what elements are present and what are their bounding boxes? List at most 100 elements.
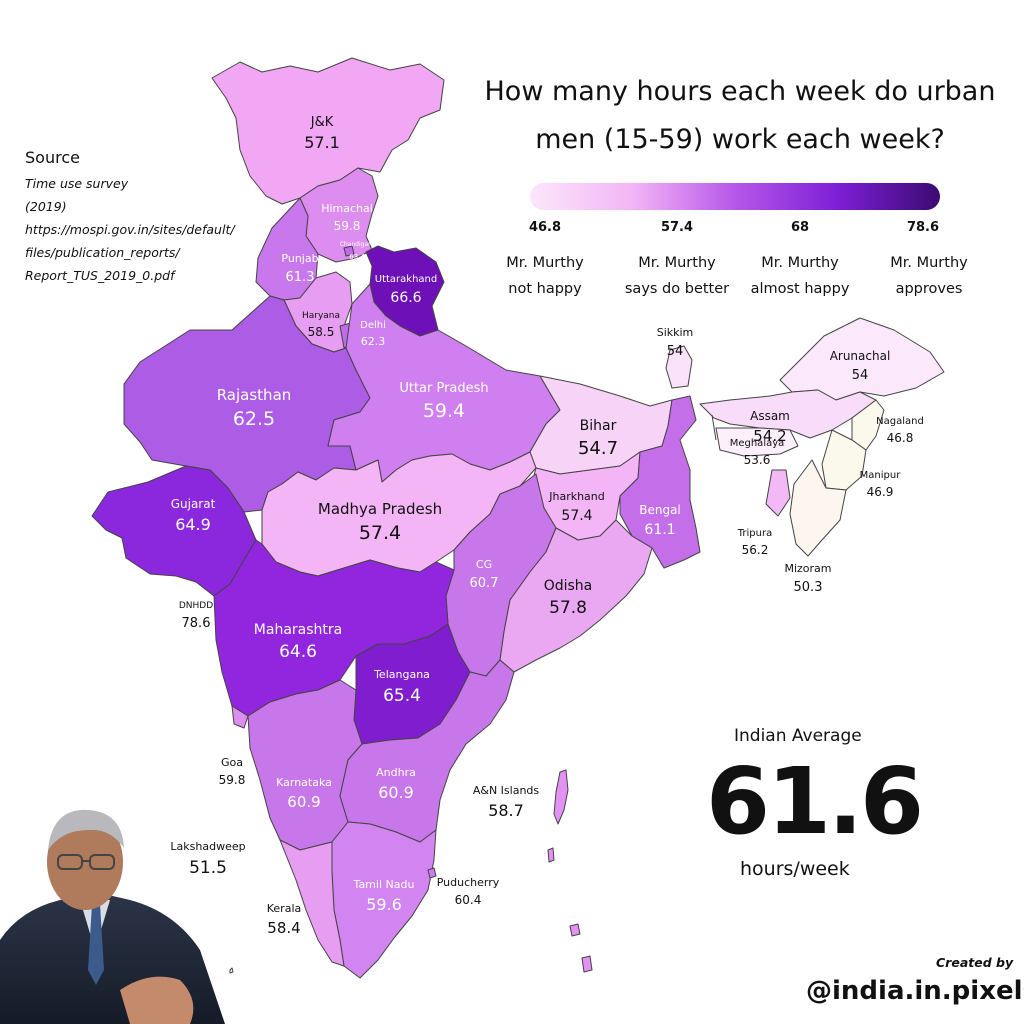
region-name-label: Delhi (360, 320, 386, 331)
region-value-label: 59.8 (219, 773, 246, 787)
region-puducherry[interactable] (427, 867, 437, 879)
source-line: Time use survey (25, 176, 129, 191)
region-name-label: Maharashtra (254, 622, 342, 638)
source-link[interactable]: files/publication_reports/ (25, 245, 180, 260)
title-line-2: men (15-59) work each week? (535, 124, 945, 155)
region-value-label: 62.3 (361, 335, 386, 348)
legend-label-line: almost happy (750, 281, 850, 297)
region-value-label: 60.7 (470, 576, 499, 591)
creator-handle[interactable]: @india.in.pixels (806, 976, 1024, 1006)
region-value-label: 58.5 (308, 325, 335, 339)
region-name-label: Meghalaya (730, 438, 785, 449)
region-value-label: 58.7 (488, 801, 524, 820)
legend-label: Mr. Murthy almost happy (730, 250, 870, 302)
legend-label-line: not happy (508, 281, 582, 297)
region-name-label: Rajasthan (217, 386, 292, 404)
average-unit: hours/week (740, 858, 850, 880)
region-name-label: Gujarat (171, 497, 216, 511)
average-value: 61.6 (706, 748, 924, 855)
region-goa[interactable] (231, 705, 249, 729)
region-separators (711, 414, 717, 441)
region-name-label: Tripura (737, 528, 772, 539)
region-value-label: 58.4 (267, 919, 300, 937)
region-sikkim[interactable] (665, 345, 693, 389)
region-value-label: 60.9 (378, 783, 414, 802)
region-kerala[interactable] (279, 839, 345, 967)
region-bengal[interactable] (619, 395, 701, 569)
legend-label: Mr. Murthy approves (859, 250, 999, 302)
region-name-label: Arunachal (830, 349, 891, 363)
region-name-label: A&N Islands (473, 784, 540, 797)
legend-label-line: Mr. Murthy (638, 255, 716, 271)
region-value-label: 54 (667, 344, 684, 359)
region-name-label: Lakshadweep (170, 840, 245, 853)
region-chandigarh[interactable] (343, 245, 355, 257)
region-aandn-islands[interactable] (547, 769, 593, 973)
source-link[interactable]: https://mospi.gov.in/sites/default/ (25, 222, 235, 237)
region-name-label: Haryana (302, 311, 340, 321)
region-value-label: 78.6 (182, 616, 211, 631)
region-name-label: CG (476, 558, 492, 571)
region-value-label: 50.3 (794, 580, 823, 595)
source-link[interactable]: Report_TUS_2019_0.pdf (25, 268, 175, 283)
region-mizoram[interactable] (789, 459, 847, 557)
region-name-label: Tamil Nadu (353, 878, 415, 891)
region-value-label: 64.9 (175, 515, 211, 534)
region-name-label: DNHDD (179, 601, 213, 611)
region-name-label: Kerala (267, 902, 302, 915)
region-arunachal[interactable] (779, 317, 945, 401)
region-value-label: 66.6 (390, 290, 421, 306)
legend-tick: 78.6 (906, 220, 940, 235)
region-manipur[interactable] (821, 429, 867, 491)
source-text: Time use survey (2019) https://mospi.gov… (25, 172, 255, 287)
region-value-label: 65.4 (383, 686, 421, 706)
legend-label-line: Mr. Murthy (890, 255, 968, 271)
title-line-1: How many hours each week do urban (484, 76, 996, 107)
region-name-label: J&K (310, 115, 334, 130)
region-value-label: 64.6 (279, 642, 317, 662)
legend-label-line: Mr. Murthy (506, 255, 584, 271)
region-name-label: Sikkim (657, 326, 694, 339)
region-value-label: 53.6 (744, 453, 771, 467)
region-name-label: Jharkhand (548, 490, 605, 503)
region-value-label: 57.1 (304, 133, 340, 152)
region-value-label: 61.3 (286, 270, 315, 285)
region-value-label: 60.4 (455, 893, 482, 907)
region-name-label: Karnataka (276, 776, 332, 789)
region-value-label: 54.2 (753, 427, 786, 445)
region-value-label: 59.8 (334, 219, 361, 233)
region-name-label: Telangana (373, 668, 430, 681)
region-odisha[interactable] (499, 519, 653, 673)
legend-label-line: says do better (624, 281, 730, 297)
region-lakshadweep[interactable] (229, 967, 234, 974)
region-value-label: 57.4 (561, 508, 592, 524)
region-name-label: Madhya Pradesh (318, 500, 442, 518)
map-title: How many hours each week do urban men (1… (470, 68, 1010, 164)
region-value-label: 60.9 (287, 793, 320, 811)
region-name-label: Uttarakhand (375, 274, 437, 285)
region-value-label: 63.4 (349, 253, 365, 261)
source-heading: Source (25, 148, 80, 167)
legend-tick: 46.8 (528, 220, 562, 235)
region-value-label: 46.8 (887, 431, 914, 445)
region-name-label: Puducherry (437, 876, 500, 889)
region-name-label: Mizoram (784, 562, 831, 575)
legend-color-bar (530, 183, 940, 210)
region-tripura[interactable] (765, 469, 791, 517)
region-value-label: 54.7 (578, 438, 618, 459)
region-jandk[interactable] (211, 57, 445, 205)
region-meghalaya[interactable] (715, 427, 799, 457)
region-karnataka[interactable] (247, 679, 363, 851)
region-value-label: 51.5 (189, 858, 227, 878)
region-name-label: Uttar Pradesh (399, 381, 488, 396)
region-value-label: 57.8 (549, 598, 587, 618)
region-name-label: Odisha (544, 578, 593, 594)
source-line: (2019) (25, 199, 67, 214)
region-value-label: 62.5 (233, 408, 275, 430)
region-value-label: 46.9 (867, 485, 894, 499)
average-label: Indian Average (734, 726, 862, 746)
region-value-label: 54 (852, 368, 869, 383)
region-name-label: Bihar (580, 418, 617, 434)
region-name-label: Himachal (321, 202, 373, 215)
